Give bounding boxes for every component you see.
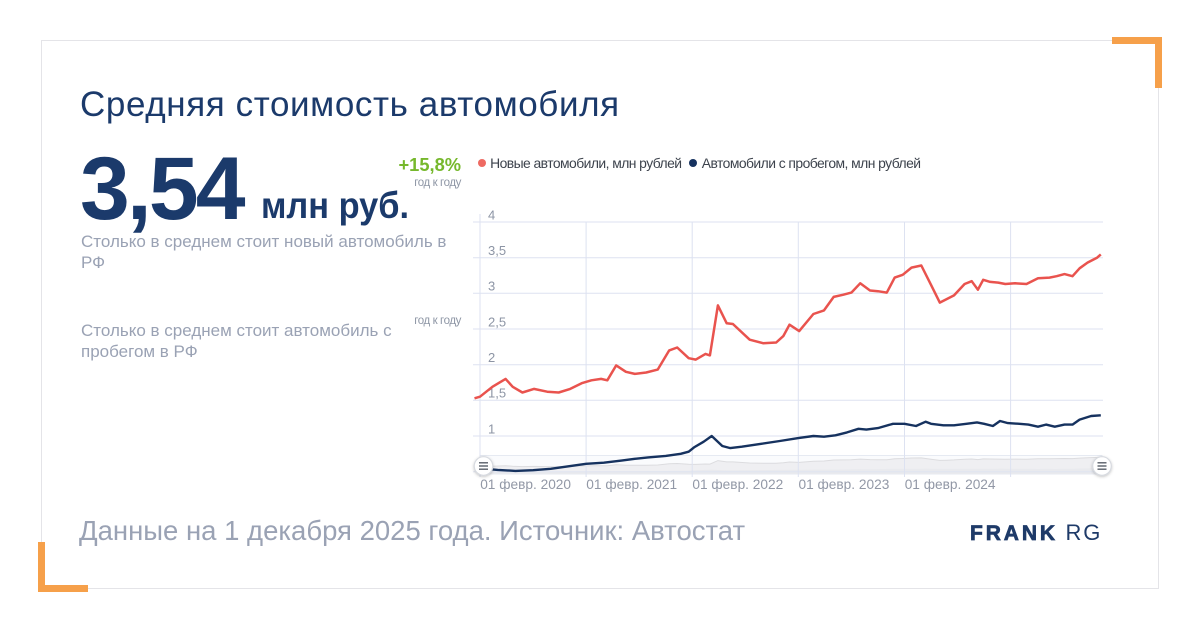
svg-text:2: 2 bbox=[488, 350, 495, 365]
svg-text:01 февр. 2021: 01 февр. 2021 bbox=[586, 477, 677, 492]
svg-text:3: 3 bbox=[488, 279, 495, 294]
svg-text:01 февр. 2020: 01 февр. 2020 bbox=[480, 477, 571, 492]
svg-text:2,5: 2,5 bbox=[488, 314, 506, 329]
svg-text:01 февр. 2024: 01 февр. 2024 bbox=[905, 477, 996, 492]
svg-text:1,5: 1,5 bbox=[488, 386, 506, 401]
svg-text:01 февр. 2023: 01 февр. 2023 bbox=[799, 477, 890, 492]
svg-text:3,5: 3,5 bbox=[488, 243, 506, 258]
svg-text:4: 4 bbox=[488, 207, 495, 222]
svg-text:1: 1 bbox=[488, 421, 495, 436]
svg-text:01 февр. 2022: 01 февр. 2022 bbox=[692, 477, 783, 492]
